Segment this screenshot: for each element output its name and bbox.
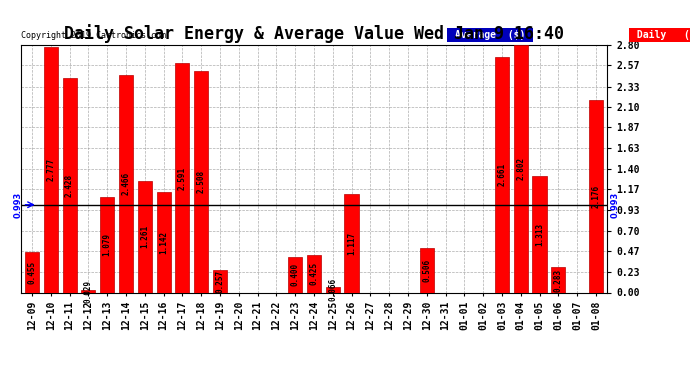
Bar	[194, 71, 208, 292]
Bar	[420, 248, 434, 292]
Text: 2.466: 2.466	[121, 172, 130, 195]
Text: 2.802: 2.802	[516, 157, 525, 180]
Bar	[495, 57, 509, 292]
Text: 2.777: 2.777	[46, 158, 55, 182]
Bar	[326, 286, 339, 292]
Bar	[513, 45, 528, 292]
Text: 2.508: 2.508	[197, 170, 206, 193]
Text: 0.993: 0.993	[611, 192, 620, 218]
Text: Average  ($): Average ($)	[448, 30, 531, 40]
Text: 0.400: 0.400	[290, 263, 299, 286]
Text: 1.142: 1.142	[159, 231, 168, 254]
Text: 0.506: 0.506	[422, 259, 431, 282]
Bar	[119, 75, 133, 292]
Bar	[213, 270, 227, 292]
Bar	[533, 177, 546, 292]
Bar	[100, 197, 115, 292]
Text: 0.283: 0.283	[554, 268, 563, 291]
Bar	[307, 255, 321, 292]
Text: 1.079: 1.079	[103, 233, 112, 256]
Bar	[81, 290, 95, 292]
Bar	[344, 194, 359, 292]
Text: 0.029: 0.029	[84, 280, 93, 303]
Text: Copyright 2019 Cartronics.com: Copyright 2019 Cartronics.com	[21, 31, 166, 40]
Bar	[175, 63, 190, 292]
Text: 0.066: 0.066	[328, 278, 337, 301]
Text: 1.261: 1.261	[140, 225, 149, 248]
Text: 2.176: 2.176	[591, 185, 600, 208]
Text: Daily   ($): Daily ($)	[631, 30, 690, 40]
Bar	[288, 257, 302, 292]
Text: 2.661: 2.661	[497, 164, 506, 186]
Text: 0.455: 0.455	[28, 261, 37, 284]
Text: 0.425: 0.425	[309, 262, 319, 285]
Bar	[63, 78, 77, 292]
Text: 1.117: 1.117	[347, 232, 356, 255]
Bar	[551, 267, 565, 292]
Bar	[43, 47, 58, 292]
Bar	[25, 252, 39, 292]
Bar	[138, 181, 152, 292]
Bar	[157, 192, 170, 292]
Text: 1.313: 1.313	[535, 223, 544, 246]
Text: 2.428: 2.428	[65, 174, 74, 197]
Text: 0.993: 0.993	[14, 192, 23, 218]
Text: 0.257: 0.257	[215, 270, 224, 293]
Bar	[589, 100, 603, 292]
Title: Daily Solar Energy & Average Value Wed Jan 9 16:40: Daily Solar Energy & Average Value Wed J…	[64, 24, 564, 44]
Text: 2.591: 2.591	[178, 166, 187, 189]
